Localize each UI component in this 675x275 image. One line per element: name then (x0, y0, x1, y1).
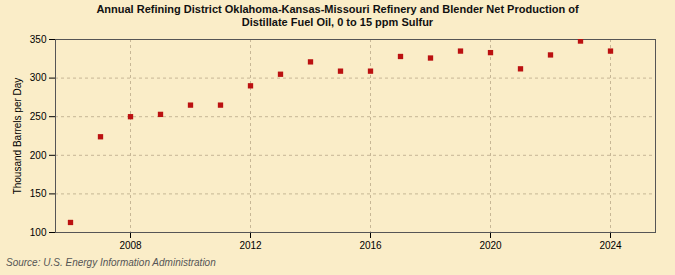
svg-text:2024: 2024 (599, 240, 622, 251)
svg-text:300: 300 (30, 72, 47, 83)
svg-text:2020: 2020 (479, 240, 502, 251)
svg-text:2012: 2012 (239, 240, 262, 251)
svg-text:200: 200 (30, 150, 47, 161)
svg-text:2016: 2016 (359, 240, 382, 251)
svg-text:150: 150 (30, 188, 47, 199)
svg-text:Thousand Barrels per Day: Thousand Barrels per Day (12, 78, 23, 195)
html-text:Distillate Fuel Oil, 0 to 15 p: Distillate Fuel Oil, 0 to 15 ppm Sulfur (241, 16, 434, 28)
svg-text:2008: 2008 (119, 240, 142, 251)
svg-text:350: 350 (30, 34, 47, 45)
svg-text:250: 250 (30, 111, 47, 122)
html-text:Source: U.S. Energy Informatio: Source: U.S. Energy Information Administ… (6, 257, 216, 268)
svg-text:100: 100 (30, 227, 47, 238)
html-text:Annual Refining District Oklah: Annual Refining District Oklahoma-Kansas… (96, 3, 579, 15)
